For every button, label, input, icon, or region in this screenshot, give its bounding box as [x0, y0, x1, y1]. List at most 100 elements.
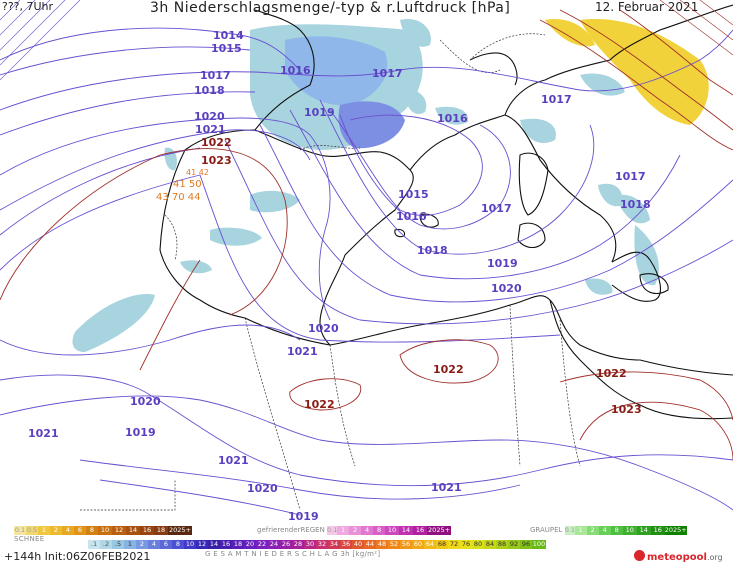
total-precip-swatch: 24 — [268, 540, 280, 549]
total-precip-swatch: 56 — [400, 540, 412, 549]
freezing-rain-label: gefrierenderREGEN — [257, 526, 325, 534]
graupel-label: GRAUPEL — [530, 526, 563, 534]
isobar-label: 1018 — [620, 198, 651, 211]
isobar-label: 1018 — [194, 84, 225, 97]
total-precip-swatch: 88 — [496, 540, 508, 549]
isobar-label: 1020 — [194, 110, 225, 123]
total-precip-swatch: 34 — [328, 540, 340, 549]
isobar-label: 1015 — [398, 188, 429, 201]
logo-icon — [634, 550, 645, 561]
isobar-label: 1021 — [287, 345, 318, 358]
total-precip-swatch: 96 — [520, 540, 532, 549]
graupel-swatch: 2 — [586, 526, 599, 535]
freezing-rain-legend: gefrierenderREGEN 0.1 1 2 4 8 10 14 16 2025+ — [257, 526, 452, 535]
isobar-label: 1019 — [125, 426, 156, 439]
snow-swatch: 10 — [98, 526, 112, 535]
isobar-label: 1023 — [201, 154, 232, 167]
freezing-rain-swatch: 4 — [361, 526, 374, 535]
total-precip-swatch: .5 — [112, 540, 124, 549]
country-borders — [80, 33, 581, 511]
isobar-label: 1016 — [280, 64, 311, 77]
graupel-legend: GRAUPEL 0.1 1 2 4 8 10 14 16 2025+ — [530, 526, 687, 535]
header-left: ???, 7Uhr — [2, 0, 54, 13]
brand-name: meteopool — [647, 552, 707, 563]
isobar-label: 1018 — [417, 244, 448, 257]
data-label: 43 70 44 — [156, 192, 201, 203]
graupel-swatch: 2025+ — [664, 526, 687, 535]
total-precip-swatch: 52 — [388, 540, 400, 549]
total-precip-swatch: 22 — [256, 540, 268, 549]
isobar-label: 1020 — [308, 322, 339, 335]
blue-isobars — [0, 27, 733, 516]
total-precip-swatch: 64 — [424, 540, 436, 549]
total-precip-swatch: 6 — [160, 540, 172, 549]
total-precip-swatch: 48 — [376, 540, 388, 549]
data-label: 41 50 — [173, 179, 202, 190]
isobar-label: 1023 — [611, 403, 642, 416]
total-precip-swatch: 30 — [304, 540, 316, 549]
isobar-label: 1014 — [213, 29, 244, 42]
brand-logo[interactable]: meteopool.org — [634, 550, 723, 563]
total-precip-swatch: 8 — [172, 540, 184, 549]
red-isobars — [0, 9, 733, 461]
isobar-label: 1021 — [28, 427, 59, 440]
graupel-swatch: 16 — [650, 526, 665, 535]
total-precip-swatch: 84 — [484, 540, 496, 549]
isobar-label: 1021 — [218, 454, 249, 467]
isobar-label: 1020 — [491, 282, 522, 295]
total-precip-swatch: 18 — [232, 540, 244, 549]
isobar-label: 1020 — [247, 482, 278, 495]
precipitation-areas — [72, 19, 709, 352]
freezing-rain-swatch: 10 — [385, 526, 400, 535]
snow-swatch: 0.1 — [14, 526, 26, 535]
freezing-rain-swatch: 1 — [337, 526, 350, 535]
snow-swatch: 14 — [126, 526, 140, 535]
freezing-rain-swatch: 16 — [413, 526, 428, 535]
brand-suffix: .org — [706, 553, 723, 562]
snow-swatch: 16 — [140, 526, 154, 535]
freezing-rain-swatch: 14 — [399, 526, 414, 535]
total-precip-swatch: 28 — [292, 540, 304, 549]
isobar-label: 1017 — [200, 69, 231, 82]
snow-swatch: 4 — [62, 526, 74, 535]
total-precip-swatch: 40 — [352, 540, 364, 549]
total-precip-swatch: .2 — [100, 540, 112, 549]
isobar-label: 1017 — [541, 93, 572, 106]
isobar-label: 1019 — [487, 257, 518, 270]
total-precip-swatch: 68 — [436, 540, 448, 549]
snow-swatch: 18 — [154, 526, 168, 535]
total-precip-label: G E S A M T N I E D E R S C H L A G 3h [… — [205, 550, 381, 558]
total-precip-swatch: 2 — [136, 540, 148, 549]
top-right-hatching — [659, 0, 733, 56]
total-precip-swatch: 100 — [532, 540, 546, 549]
snow-swatch: 2025+ — [168, 526, 192, 535]
isobar-label: 1021 — [431, 481, 462, 494]
graupel-swatch: 4 — [598, 526, 611, 535]
snow-legend: 0.1 0.5 1 2 4 6 8 10 12 14 16 18 2025+ — [14, 526, 192, 535]
total-precip-swatch: 44 — [364, 540, 376, 549]
total-precip-swatch: 80 — [472, 540, 484, 549]
data-label: 41 42 — [186, 168, 209, 177]
run-info: +144h Init:06Z06FEB2021 — [4, 550, 151, 563]
snow-swatch: 12 — [112, 526, 126, 535]
isobar-label: 1017 — [481, 202, 512, 215]
graupel-swatch: 1 — [574, 526, 587, 535]
map-date: 12. Februar 2021 — [595, 0, 699, 14]
total-precip-swatch: 14 — [208, 540, 220, 549]
total-precip-swatch: 4 — [148, 540, 160, 549]
total-precip-swatch: 1 — [124, 540, 136, 549]
total-precip-swatch: 20 — [244, 540, 256, 549]
isobar-label: 1022 — [201, 136, 232, 149]
isobar-label: 1022 — [304, 398, 335, 411]
snow-swatch: 6 — [74, 526, 86, 535]
graupel-swatch: 10 — [622, 526, 637, 535]
isobar-label: 1021 — [195, 123, 226, 136]
map-title: 3h Niederschlagsmenge/-typ & r.Luftdruck… — [150, 0, 511, 16]
coastlines — [159, 4, 733, 420]
freezing-rain-swatch: 8 — [373, 526, 386, 535]
isobar-label: 1017 — [372, 67, 403, 80]
snow-swatch: 0.5 — [26, 526, 38, 535]
graupel-swatch: 8 — [610, 526, 623, 535]
isobar-label: 1019 — [288, 510, 319, 523]
